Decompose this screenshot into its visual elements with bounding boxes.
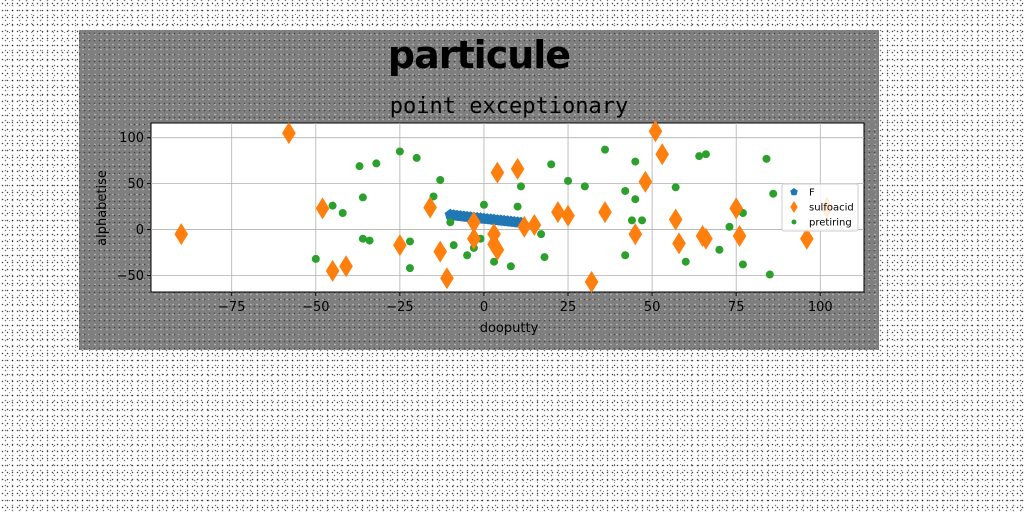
pretiring-point [355,162,364,171]
y-tick-label: 50 [127,177,144,192]
x-tick-label: −75 [218,300,245,315]
pretiring-point [621,251,630,260]
legend-marker-sulfoacid [790,201,798,213]
pretiring-point [328,201,337,210]
sulfoacid-point [325,259,340,282]
legend-marker-F [790,188,798,196]
sulfoacid-point [655,143,670,166]
chart-title: point exceptionary [390,94,628,119]
pretiring-point [506,262,515,271]
x-tick-label: 75 [728,300,745,315]
pretiring-point [671,183,680,192]
sulfoacid-point [648,120,663,143]
pretiring-point [715,245,724,254]
pretiring-point [769,189,778,198]
sulfoacid-point [467,227,481,250]
x-tick-label: 100 [808,300,833,315]
axis-ticks: −75 −50 −25 0 25 50 75 100 −50 0 50 100 [117,131,833,315]
pretiring-point [547,160,556,169]
sulfoacid-point [638,170,653,193]
sulfoacid-point [510,157,525,180]
x-tick-label: 0 [480,300,488,315]
x-tick-label: −25 [386,300,413,315]
pretiring-point [695,152,704,161]
x-tick-label: −50 [302,300,329,315]
pretiring-point [621,186,630,195]
pretiring-point [540,253,549,262]
sulfoacid-point [174,223,189,246]
pretiring-point [449,241,458,250]
pretiring-point [429,192,438,201]
y-tick-label: −50 [117,269,144,284]
pretiring-point [681,257,690,266]
sulfoacid-point [423,196,437,219]
sulfoacid-point [282,122,296,145]
sulfoacid-point [527,213,542,236]
sulfoacid-point [561,204,575,227]
sulfoacid-point [598,201,612,224]
pretiring-point [412,153,421,162]
x-axis-label: dooputty [480,321,539,336]
pretiring-point [516,182,525,191]
sulfoacid-point [490,161,505,184]
sulfoacid-point [490,238,505,261]
pretiring-point [311,254,320,263]
pretiring-point [365,236,374,245]
pretiring-point [372,159,381,168]
pretiring-point [513,202,522,211]
sulfoacid-point [672,232,686,255]
legend-box [781,183,859,232]
pretiring-point [405,237,414,246]
pretiring-point [358,193,367,202]
pretiring-point [601,145,610,154]
pretiring-point [631,157,640,166]
chart-figure: particule point exceptionary −75 −50 −25 0 2… [79,30,879,350]
pretiring-point [725,222,734,231]
pretiring-point [490,257,499,266]
pretiring-point [580,182,589,191]
legend-label-F: F [809,188,815,199]
legend-label-sulfoacid: sulfoacid [809,203,854,214]
sulfoacid-point [699,227,713,250]
pretiring-point [436,175,445,184]
sulfoacid-point [393,234,407,257]
x-tick-label: 50 [644,300,661,315]
pretiring-point [479,200,488,209]
pretiring-point [446,218,455,227]
sulfoacid-point [668,208,683,231]
pretiring-point [564,176,573,185]
pretiring-point [405,264,414,273]
pretiring-point [395,147,404,156]
pretiring-point [762,154,771,163]
legend-marker-pretiring [791,219,797,225]
sulfoacid-point [732,224,747,247]
pretiring-point [631,195,640,204]
y-tick-label: 0 [136,223,144,238]
pretiring-point [627,216,636,225]
sulfoacid-point [315,197,330,220]
sulfoacid-point [440,267,454,290]
pretiring-point [701,150,710,159]
y-tick-label: 100 [119,131,144,146]
sulfoacid-point [467,211,481,234]
sulfoacid-point [433,240,448,263]
pretiring-point [738,260,747,269]
legend-label-pretiring: pretiring [809,218,852,229]
pretiring-point [537,230,546,239]
grid-lines [151,123,864,292]
y-axis-label: alphabetise [95,170,110,246]
pretiring-point [358,234,367,243]
sulfoacid-point [628,223,643,246]
x-tick-label: 25 [560,300,577,315]
sulfoacid-point [729,197,744,220]
pretiring-point [463,251,472,260]
pretiring-point [765,270,774,279]
sulfoacid-point [800,227,814,250]
data-points [174,120,834,293]
chart-suptitle: particule [388,33,570,77]
pretiring-point [638,216,647,225]
pretiring-point [338,209,347,218]
chart-svg: particule point exceptionary −75 −50 −25 0 2… [95,33,865,336]
